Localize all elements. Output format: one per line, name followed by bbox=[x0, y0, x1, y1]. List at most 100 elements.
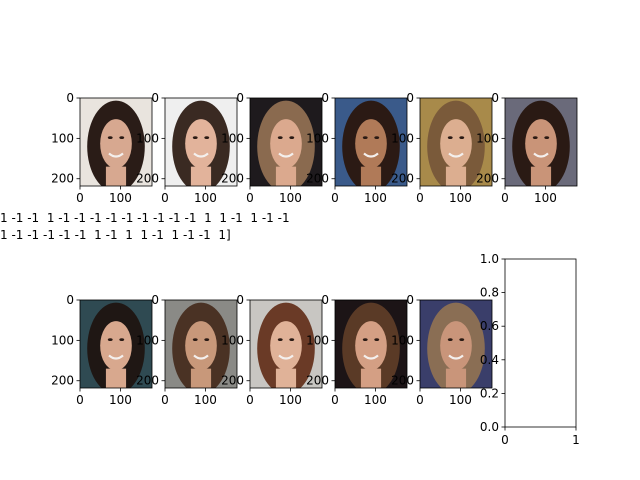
y-tick-label: 200 bbox=[306, 374, 329, 388]
y-tick-label: 100 bbox=[306, 131, 329, 145]
mouth-shape bbox=[448, 152, 464, 158]
eye-right bbox=[119, 136, 125, 140]
y-tick-label: 0 bbox=[151, 91, 159, 105]
y-tick-label: 0.8 bbox=[480, 286, 499, 300]
neck-shape bbox=[190, 368, 212, 388]
y-tick-label: 100 bbox=[391, 333, 414, 347]
mouth-shape bbox=[278, 354, 294, 360]
y-tick-label: 100 bbox=[391, 131, 414, 145]
neck-shape bbox=[445, 368, 467, 388]
x-tick-label: 100 bbox=[364, 191, 387, 205]
eye-left bbox=[447, 136, 453, 140]
y-tick-label: 200 bbox=[306, 172, 329, 186]
y-tick-label: 0 bbox=[406, 91, 414, 105]
x-tick-label: 100 bbox=[279, 191, 302, 205]
x-tick-label: 100 bbox=[194, 191, 217, 205]
y-tick-label: 0 bbox=[406, 293, 414, 307]
mouth-shape bbox=[533, 152, 549, 158]
face-image bbox=[335, 98, 407, 186]
x-tick-label: 0 bbox=[416, 191, 424, 205]
face-image bbox=[335, 300, 407, 388]
x-tick-label: 0 bbox=[246, 191, 254, 205]
y-tick-label: 200 bbox=[391, 374, 414, 388]
eye-left bbox=[362, 338, 368, 341]
face-image bbox=[80, 98, 152, 186]
y-tick-label: 100 bbox=[136, 131, 159, 145]
eye-left bbox=[192, 338, 198, 341]
eye-right bbox=[204, 136, 210, 140]
y-tick-label: 0 bbox=[151, 293, 159, 307]
axes-frame bbox=[249, 97, 323, 187]
x-tick-label: 100 bbox=[364, 393, 387, 407]
mouth-shape bbox=[193, 354, 209, 360]
eye-right bbox=[119, 338, 125, 341]
x-tick-label: 100 bbox=[109, 393, 132, 407]
x-tick-label: 0 bbox=[331, 393, 339, 407]
x-tick-label: 0 bbox=[501, 191, 509, 205]
mouth-shape bbox=[448, 354, 464, 360]
y-tick-label: 200 bbox=[136, 172, 159, 186]
face-shape bbox=[185, 119, 217, 169]
face-image bbox=[80, 300, 152, 388]
y-tick-label: 0.4 bbox=[480, 353, 499, 367]
x-tick-label: 100 bbox=[279, 393, 302, 407]
attribute-text-line-1: 1 -1 -1 1 -1 -1 -1 -1 -1 -1 -1 -1 -1 1 1… bbox=[0, 211, 290, 225]
y-tick-label: 0.6 bbox=[480, 319, 499, 333]
axes-frame bbox=[79, 97, 153, 187]
face-shape bbox=[525, 119, 557, 169]
y-tick-label: 200 bbox=[476, 172, 499, 186]
subplot-12: 0.0 0.2 0.4 0.6 0.8 1.0 0 1 bbox=[480, 252, 580, 447]
y-tick-label: 100 bbox=[476, 131, 499, 145]
neck-shape bbox=[360, 166, 382, 186]
eye-left bbox=[362, 136, 368, 140]
x-tick-label: 1 bbox=[572, 433, 580, 447]
mouth-shape bbox=[193, 152, 209, 158]
y-tick-label: 100 bbox=[221, 131, 244, 145]
axes-frame bbox=[419, 97, 493, 187]
y-tick-label: 0 bbox=[236, 293, 244, 307]
neck-shape bbox=[275, 166, 297, 186]
face-shape bbox=[440, 321, 472, 371]
face-shape bbox=[270, 119, 302, 169]
x-tick-label: 100 bbox=[194, 393, 217, 407]
mouth-shape bbox=[363, 354, 379, 360]
x-tick-label: 100 bbox=[449, 191, 472, 205]
y-tick-label: 0 bbox=[321, 91, 329, 105]
x-tick-label: 100 bbox=[109, 191, 132, 205]
eye-left bbox=[277, 136, 283, 140]
face-shape bbox=[100, 321, 132, 371]
y-tick-label: 100 bbox=[51, 333, 74, 347]
y-tick-label: 100 bbox=[136, 333, 159, 347]
face-image bbox=[250, 98, 322, 186]
y-tick-label: 100 bbox=[51, 131, 74, 145]
face-shape bbox=[100, 119, 132, 169]
x-tick-label: 0 bbox=[501, 433, 509, 447]
mouth-shape bbox=[108, 354, 124, 360]
x-tick-label: 0 bbox=[416, 393, 424, 407]
x-tick-label: 0 bbox=[161, 191, 169, 205]
neck-shape bbox=[360, 368, 382, 388]
y-tick-label: 100 bbox=[221, 333, 244, 347]
x-tick-label: 100 bbox=[534, 191, 557, 205]
axes-frame bbox=[334, 97, 408, 187]
y-tick-label: 200 bbox=[221, 172, 244, 186]
axes-frame bbox=[504, 258, 577, 428]
axes-frame bbox=[249, 299, 323, 389]
y-tick-label: 100 bbox=[306, 333, 329, 347]
y-tick-label: 0 bbox=[66, 293, 74, 307]
x-tick-label: 0 bbox=[331, 191, 339, 205]
x-tick-label: 0 bbox=[161, 393, 169, 407]
x-tick-label: 0 bbox=[76, 393, 84, 407]
neck-shape bbox=[190, 166, 212, 186]
x-tick-label: 0 bbox=[76, 191, 84, 205]
eye-left bbox=[532, 136, 538, 140]
y-tick-label: 0.0 bbox=[480, 420, 499, 434]
